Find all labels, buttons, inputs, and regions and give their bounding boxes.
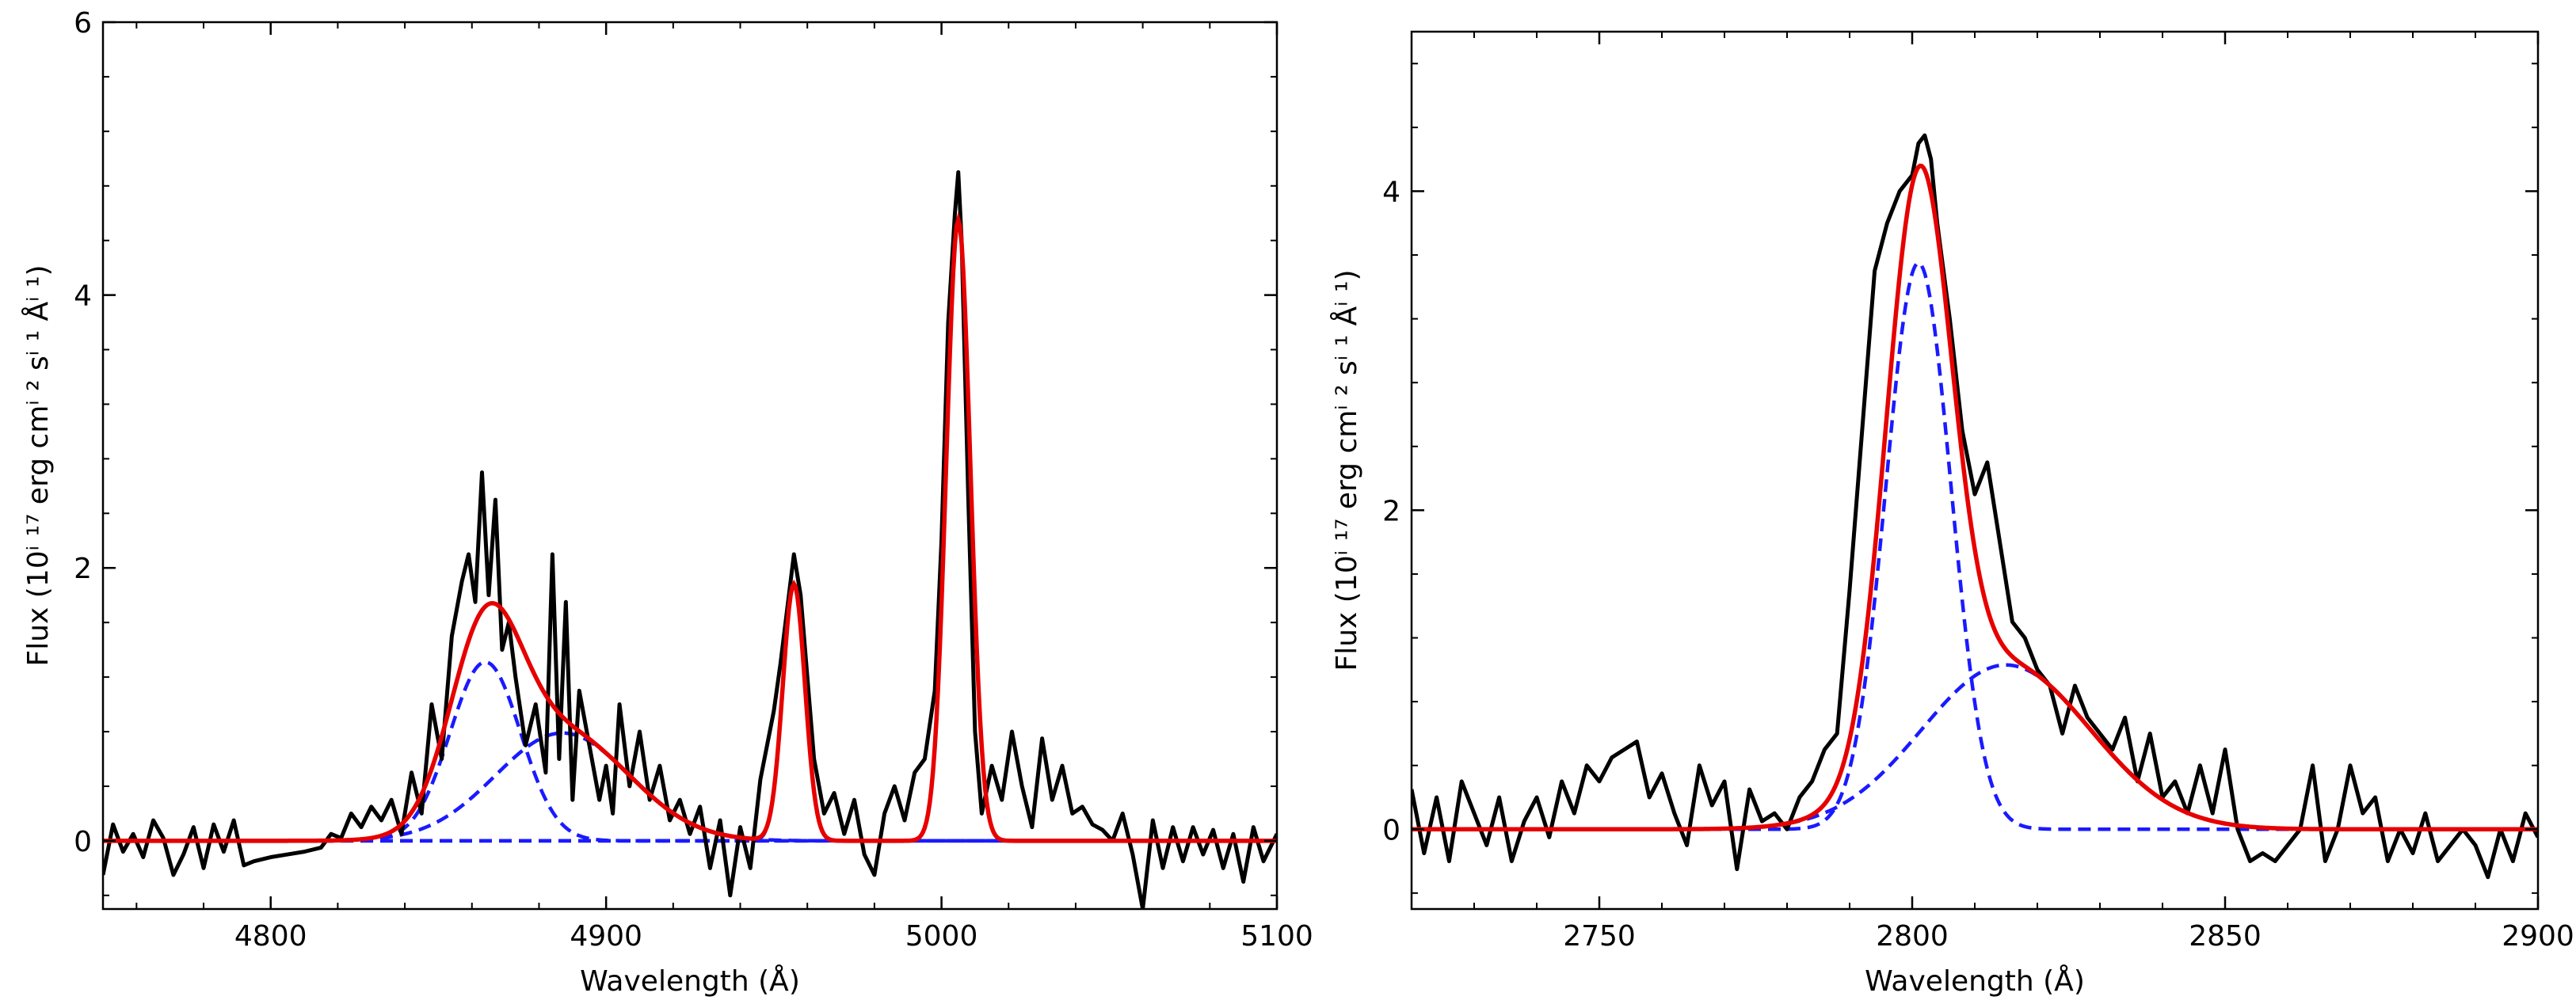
y-tick-label: 4	[74, 280, 92, 313]
x-tick-label: 2800	[1876, 920, 1949, 953]
right-panel-mgii: 2750 2800 2850 2900 0 2 4 Wavelength (Å) Flux (1…	[1329, 30, 2574, 998]
y-tick-label: 2	[1382, 495, 1400, 527]
x-tick-label: 4900	[570, 920, 642, 953]
y-tick-label: 2	[74, 553, 92, 585]
total-model-line	[103, 211, 1277, 843]
axes-frame	[101, 21, 1278, 911]
y-tick-label: 6	[74, 7, 92, 40]
observed-spectrum-line	[1412, 133, 2538, 880]
total-model-line	[1412, 163, 2538, 832]
plot-area	[103, 170, 1277, 909]
observed-spectrum-line	[103, 170, 1277, 909]
y-tick-label: 4	[1382, 176, 1400, 208]
x-tick-label: 5100	[1240, 920, 1313, 953]
x-tick-label: 2850	[2189, 920, 2262, 953]
x-tick-label: 2750	[1563, 920, 1636, 953]
x-axis-label: Wavelength (Å)	[580, 964, 800, 998]
x-tick-label: 5000	[905, 920, 978, 953]
x-axis-label: Wavelength (Å)	[1865, 964, 2085, 998]
plot-area	[1412, 133, 2538, 880]
y-axis-label: Flux (10ⁱ ¹⁷ erg cmⁱ ² sⁱ ¹ Åⁱ ¹)	[21, 264, 55, 666]
left-panel-hbeta-oiii: 4800 4900 5000 5100 0 2 4 6 Wavelength (Å) Flux (…	[21, 7, 1313, 998]
x-tick-label: 2900	[2502, 920, 2574, 953]
x-tick-label: 4800	[234, 920, 307, 953]
y-tick-label: 0	[1382, 814, 1400, 846]
y-tick-label: 0	[74, 826, 92, 858]
y-axis-label: Flux (10ⁱ ¹⁷ erg cmⁱ ² sⁱ ¹ Åⁱ ¹)	[1329, 269, 1363, 671]
